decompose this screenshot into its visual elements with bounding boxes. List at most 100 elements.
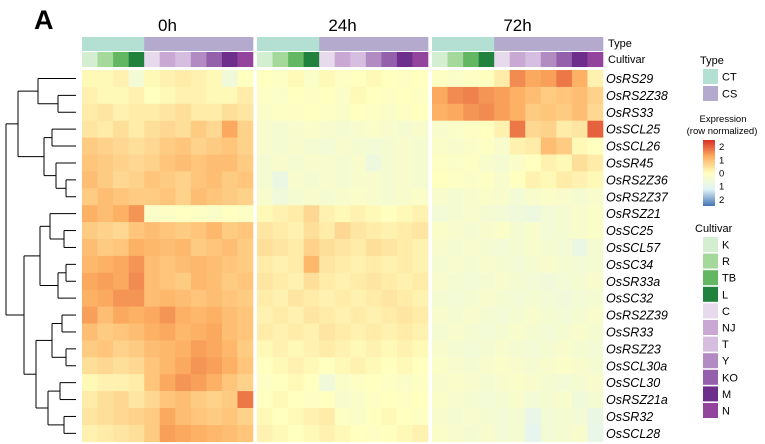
- heatmap-cell: [432, 120, 448, 138]
- cultivar-legend-label: Y: [722, 356, 730, 368]
- heatmap-cell: [412, 272, 429, 290]
- heatmap-cell: [350, 103, 367, 121]
- heatmap-cell: [381, 323, 398, 341]
- heatmap-cell: [237, 239, 254, 257]
- heatmap-cell: [350, 171, 367, 189]
- heatmap-cell: [206, 323, 223, 341]
- heatmap-cell: [221, 391, 238, 409]
- cultivar-legend-title: Cultivar: [695, 223, 733, 235]
- heatmap-cell: [303, 188, 320, 206]
- heatmap-cell: [478, 70, 495, 88]
- heatmap-cell: [206, 137, 223, 155]
- heatmap-cell: [463, 70, 479, 88]
- type-annotation-cell: [144, 37, 161, 51]
- cultivar-annotation-cell: [190, 52, 207, 67]
- heatmap-cell: [350, 137, 367, 155]
- heatmap-cell: [412, 374, 429, 392]
- heatmap-cell: [97, 408, 114, 426]
- heatmap-cell: [190, 86, 207, 105]
- heatmap-cell: [396, 424, 413, 443]
- heatmap-cell: [221, 103, 238, 121]
- heatmap-cell: [478, 188, 495, 206]
- heatmap-cell: [237, 137, 254, 155]
- heatmap-cell: [365, 154, 382, 172]
- heatmap-cell: [82, 255, 98, 274]
- heatmap-cell: [350, 289, 367, 307]
- type-annotation-cell: [221, 37, 238, 51]
- heatmap-cell: [82, 391, 98, 409]
- heatmap-cell: [303, 154, 320, 172]
- heatmap-cell: [97, 391, 114, 409]
- heatmap-cell: [571, 188, 588, 206]
- cultivar-annotation-cell: [334, 52, 351, 67]
- heatmap-cell: [365, 408, 382, 426]
- heatmap-cell: [365, 222, 382, 240]
- heatmap-cell: [525, 120, 542, 138]
- cultivar-annotation-cell: [206, 52, 223, 67]
- heatmap-cell: [144, 306, 161, 324]
- heatmap-cell: [540, 188, 557, 206]
- heatmap-cell: [175, 357, 192, 375]
- heatmap-cell: [556, 408, 573, 426]
- heatmap-cell: [432, 424, 448, 443]
- heatmap-cell: [463, 289, 479, 307]
- heatmap-cell: [334, 340, 351, 358]
- heatmap-cell: [221, 424, 238, 443]
- cultivar-legend-swatch: [703, 353, 718, 369]
- heatmap-cell: [365, 171, 382, 189]
- heatmap-cell: [556, 374, 573, 392]
- heatmap-cell: [432, 154, 448, 172]
- heatmap-cell: [221, 70, 238, 88]
- heatmap-cell: [540, 306, 557, 324]
- heatmap-cell: [272, 103, 289, 121]
- heatmap-cell: [237, 70, 254, 88]
- cultivar-legend-swatch: [703, 237, 718, 252]
- heatmap-cell: [350, 424, 367, 443]
- heatmap-cell: [175, 306, 192, 324]
- heatmap-cell: [159, 289, 176, 307]
- heatmap-cell: [113, 222, 129, 240]
- heatmap-cell: [175, 255, 192, 274]
- heatmap-cell: [175, 424, 192, 443]
- heatmap-cell: [159, 70, 176, 88]
- heatmap-cell: [556, 205, 573, 223]
- heatmap-cell: [509, 357, 526, 375]
- heatmap-cell: [432, 255, 448, 274]
- heatmap-cell: [159, 137, 176, 155]
- heatmap-cell: [334, 222, 351, 240]
- heatmap-cell: [556, 340, 573, 358]
- heatmap-cell: [175, 154, 192, 172]
- heatmap-cell: [319, 205, 336, 223]
- heatmap-cell: [494, 239, 511, 257]
- heatmap-cell: [206, 86, 223, 105]
- heatmap-cell: [257, 137, 273, 155]
- heatmap-cell: [272, 424, 289, 443]
- heatmap-cell: [556, 103, 573, 121]
- cultivar-legend-label: N: [722, 406, 730, 418]
- heatmap-cell: [334, 255, 351, 274]
- heatmap-cell: [319, 222, 336, 240]
- heatmap-cell: [381, 222, 398, 240]
- heatmap-cell: [144, 205, 161, 223]
- heatmap-cell: [381, 340, 398, 358]
- heatmap-cell: [257, 272, 273, 290]
- heatmap-cell: [587, 289, 604, 307]
- heatmap-cell: [509, 171, 526, 189]
- heatmap-cell: [540, 289, 557, 307]
- heatmap-cell: [113, 424, 129, 443]
- heatmap-cell: [447, 120, 464, 138]
- heatmap-cell: [97, 306, 114, 324]
- heatmap-cell: [159, 222, 176, 240]
- heatmap-cell: [303, 255, 320, 274]
- heatmap-cell: [334, 391, 351, 409]
- heatmap-cell: [113, 306, 129, 324]
- heatmap-cell: [319, 120, 336, 138]
- heatmap-cell: [463, 222, 479, 240]
- heatmap-cell: [587, 70, 604, 88]
- heatmap-cell: [412, 289, 429, 307]
- heatmap-cell: [272, 120, 289, 138]
- heatmap-cell: [82, 171, 98, 189]
- heatmap-cell: [478, 424, 495, 443]
- heatmap-cell: [82, 120, 98, 138]
- heatmap-cell: [478, 340, 495, 358]
